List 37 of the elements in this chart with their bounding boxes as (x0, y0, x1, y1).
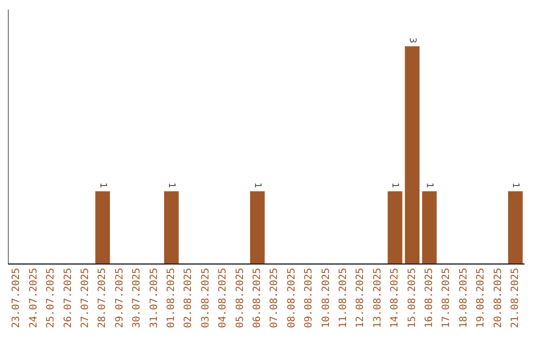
x-tick-label: 04.08.2025 (218, 268, 229, 328)
data-label: 1 (97, 182, 108, 188)
x-tick-label: 14.08.2025 (390, 268, 401, 328)
data-label: 1 (510, 182, 520, 188)
x-tick-label: 01.08.2025 (166, 268, 177, 328)
data-label: 1 (424, 182, 434, 188)
data-label: 1 (166, 182, 176, 188)
x-tick-label: 21.08.2025 (510, 268, 521, 328)
x-tick-label: 12.08.2025 (355, 268, 366, 328)
x-tick-label: 27.07.2025 (80, 268, 91, 328)
x-tick-label: 18.08.2025 (458, 268, 470, 328)
x-tick-label: 17.08.2025 (441, 268, 452, 328)
x-tick-label: 19.08.2025 (476, 268, 487, 328)
x-tick-label: 16.08.2025 (424, 268, 435, 328)
x-tick-label: 05.08.2025 (234, 268, 246, 328)
data-label: 1 (390, 182, 400, 188)
x-tick-label: 13.08.2025 (372, 268, 384, 328)
data-label: 3 (406, 38, 417, 44)
x-tick-label: 10.08.2025 (320, 268, 332, 328)
x-tick-label: 02.08.2025 (183, 268, 194, 328)
x-tick-label: 26.07.2025 (62, 268, 74, 328)
x-tick-label: 06.08.2025 (252, 268, 263, 328)
x-tick-label: 28.07.2025 (97, 268, 108, 328)
x-tick-label: 29.07.2025 (114, 268, 126, 328)
x-tick-label: 09.08.2025 (304, 268, 315, 328)
x-tick-label: 03.08.2025 (200, 268, 212, 328)
x-tick-label: 08.08.2025 (286, 268, 298, 328)
x-tick-label: 20.08.2025 (492, 268, 504, 328)
data-label: 1 (252, 182, 262, 188)
x-tick-label: 24.07.2025 (28, 268, 40, 328)
x-tick-label: 30.07.2025 (132, 268, 143, 328)
x-tick-label: 15.08.2025 (406, 268, 418, 328)
x-tick-label: 31.07.2025 (148, 268, 160, 328)
x-tick-label: 23.07.2025 (11, 268, 22, 328)
x-tick-label: 11.08.2025 (338, 268, 349, 328)
x-tick-label: 07.08.2025 (269, 268, 280, 328)
x-tick-label: 25.07.2025 (46, 268, 57, 328)
